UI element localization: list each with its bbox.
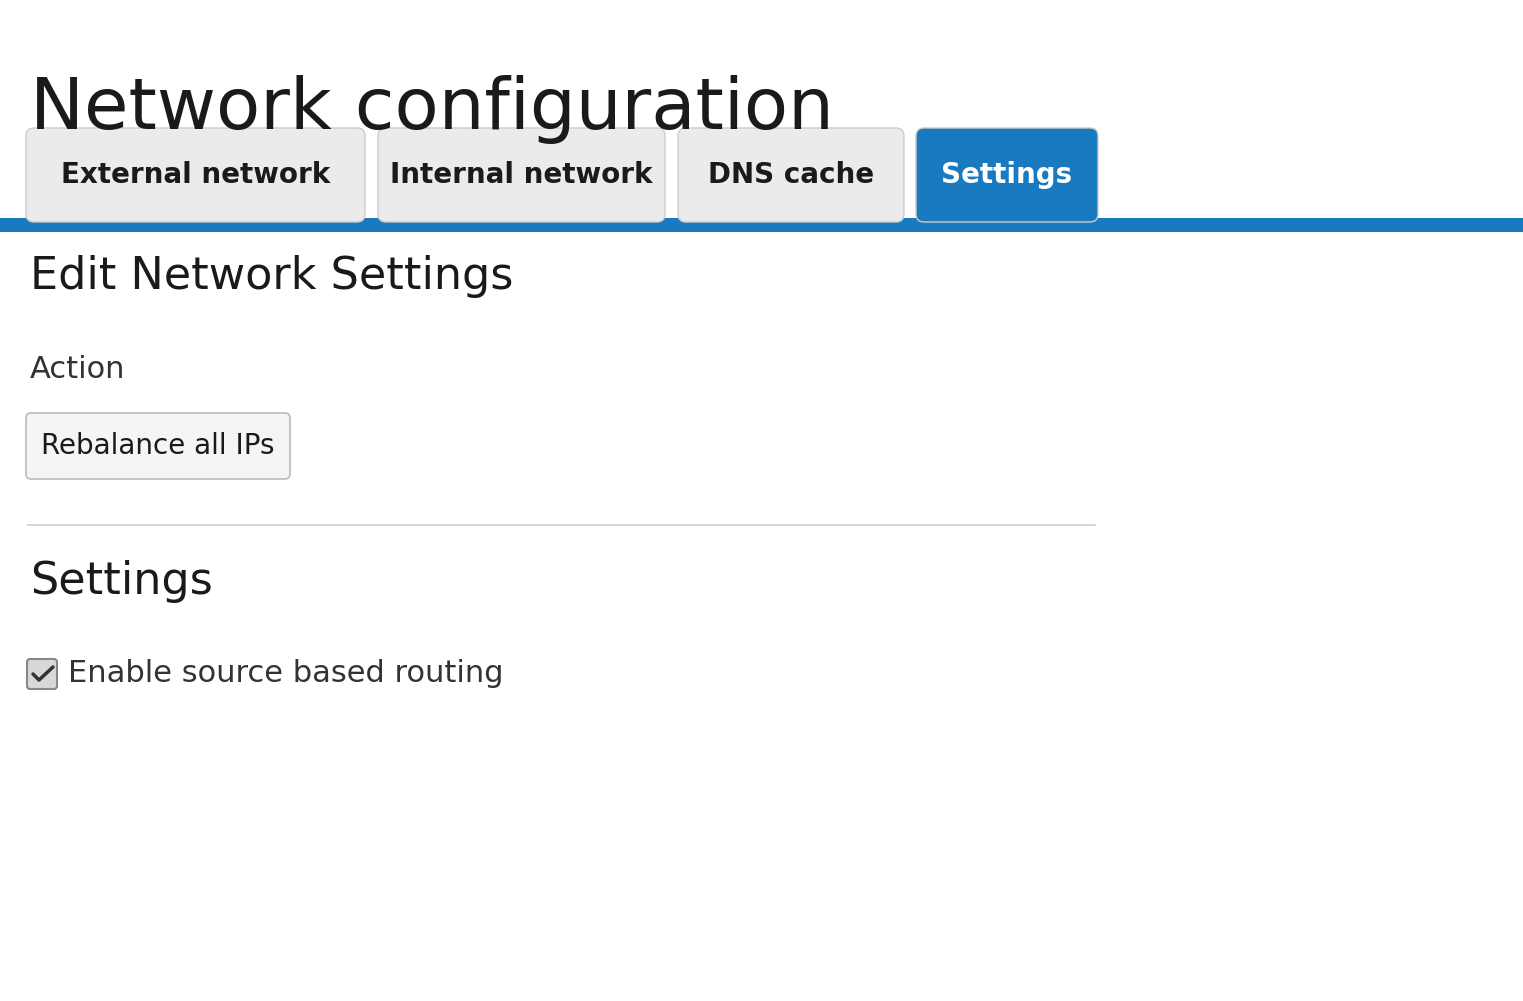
Text: DNS cache: DNS cache [708,161,874,189]
Text: Rebalance all IPs: Rebalance all IPs [41,432,274,460]
Text: Settings: Settings [30,560,213,603]
FancyBboxPatch shape [378,128,666,222]
Text: Action: Action [30,355,125,384]
FancyBboxPatch shape [26,413,289,479]
FancyBboxPatch shape [27,659,56,689]
FancyBboxPatch shape [26,128,366,222]
FancyBboxPatch shape [678,128,905,222]
FancyBboxPatch shape [915,128,1098,222]
Bar [0,218,1523,232]
Text: Enable source based routing: Enable source based routing [69,660,504,689]
Text: Edit Network Settings: Edit Network Settings [30,255,513,298]
Text: Network configuration: Network configuration [30,75,835,144]
Text: External network: External network [61,161,330,189]
Text: Internal network: Internal network [390,161,653,189]
Text: Settings: Settings [941,161,1072,189]
